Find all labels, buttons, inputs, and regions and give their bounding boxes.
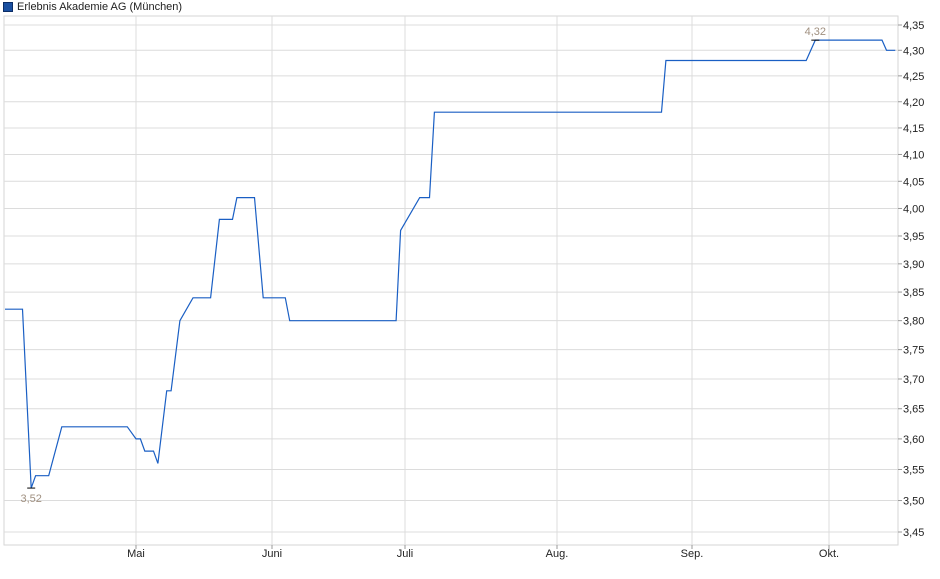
min-value-label: 3,52 bbox=[20, 493, 41, 505]
x-tick-label: Mai bbox=[127, 548, 145, 560]
y-tick-label: 4,20 bbox=[903, 97, 924, 109]
y-tick-label: 3,85 bbox=[903, 287, 924, 299]
y-tick-label: 4,25 bbox=[903, 71, 924, 83]
y-tick-label: 3,90 bbox=[903, 259, 924, 271]
x-tick-label: Sep. bbox=[681, 548, 704, 560]
y-tick-label: 3,80 bbox=[903, 316, 924, 328]
x-tick-label: Juli bbox=[397, 548, 414, 560]
legend-label: Erlebnis Akademie AG (München) bbox=[17, 1, 183, 13]
y-tick-label: 4,15 bbox=[903, 123, 924, 135]
legend: Erlebnis Akademie AG (München) bbox=[3, 1, 182, 13]
y-tick-label: 4,10 bbox=[903, 149, 924, 161]
y-tick-label: 4,30 bbox=[903, 45, 924, 57]
y-tick-label: 3,55 bbox=[903, 465, 924, 477]
y-tick-label: 3,60 bbox=[903, 434, 924, 446]
max-value-label: 4,32 bbox=[805, 26, 826, 38]
y-tick-label: 3,75 bbox=[903, 345, 924, 357]
y-tick-label: 3,70 bbox=[903, 374, 924, 386]
y-tick-label: 3,50 bbox=[903, 496, 924, 508]
legend-swatch bbox=[3, 2, 13, 12]
series-line bbox=[5, 39, 896, 489]
x-tick-label: Juni bbox=[262, 548, 282, 560]
x-tick-label: Aug. bbox=[546, 548, 569, 560]
y-tick-label: 4,00 bbox=[903, 203, 924, 215]
plot-frame bbox=[3, 15, 899, 546]
y-tick-label: 3,45 bbox=[903, 527, 924, 539]
y-tick-label: 4,35 bbox=[903, 20, 924, 32]
x-tick-label: Okt. bbox=[819, 548, 839, 560]
y-tick-label: 4,05 bbox=[903, 176, 924, 188]
y-tick-label: 3,65 bbox=[903, 404, 924, 416]
y-tick-label: 3,95 bbox=[903, 231, 924, 243]
